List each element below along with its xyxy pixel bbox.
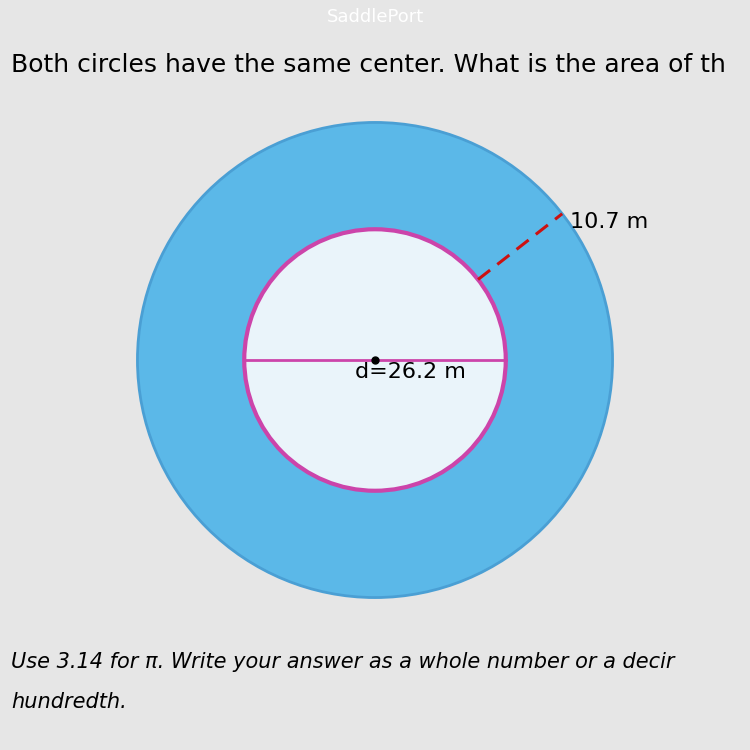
Text: hundredth.: hundredth. (11, 692, 127, 712)
Text: 10.7 m: 10.7 m (570, 211, 649, 232)
Text: SaddlePort: SaddlePort (326, 8, 424, 26)
Text: d=26.2 m: d=26.2 m (355, 362, 466, 382)
Text: Use 3.14 for π. Write your answer as a whole number or a decir: Use 3.14 for π. Write your answer as a w… (11, 652, 675, 673)
Circle shape (244, 230, 506, 490)
Circle shape (137, 122, 613, 598)
Text: Both circles have the same center. What is the area of th: Both circles have the same center. What … (11, 53, 726, 76)
